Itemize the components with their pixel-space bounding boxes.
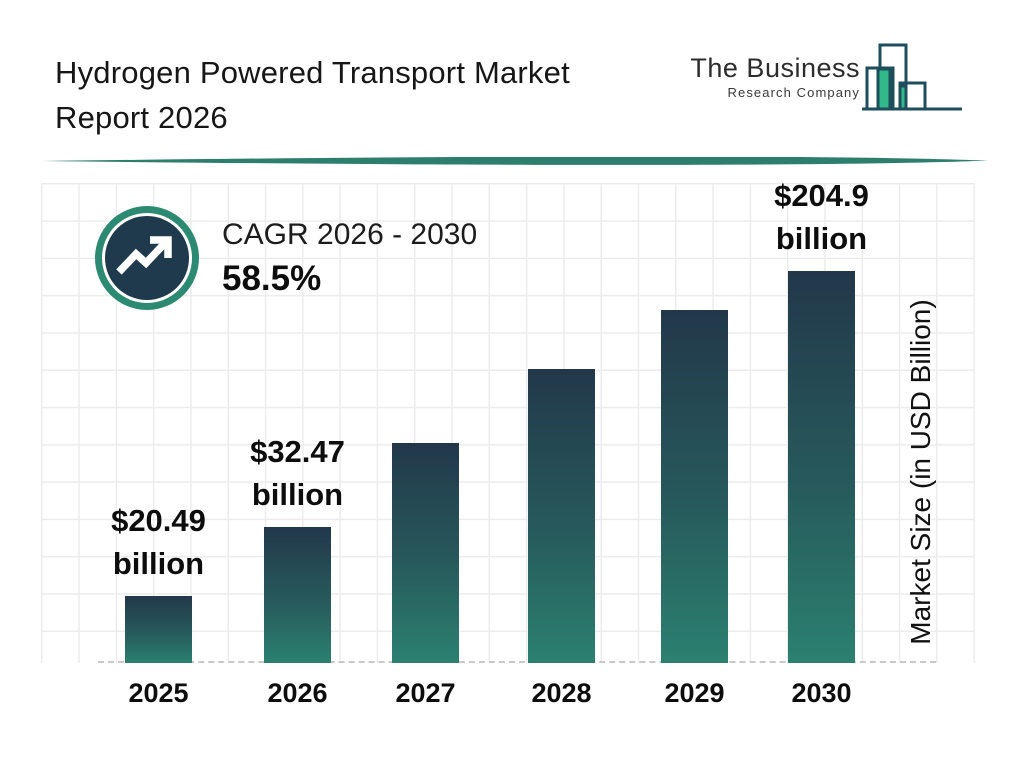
bar-value-unit: billion: [775, 221, 868, 256]
bar-2026: [264, 527, 331, 663]
bar-value-amount: $20.49: [111, 503, 206, 538]
bar-buildings-logo-icon: [862, 43, 962, 111]
x-tick-label-2030: 2030: [791, 678, 852, 708]
company-logo-text: The Business Research Company: [690, 53, 860, 114]
logo-name: The Business: [690, 53, 860, 83]
bar-value-unit: billion: [251, 477, 344, 512]
x-axis-baseline: [98, 661, 936, 663]
x-tick-label-2025: 2025: [128, 678, 189, 708]
x-tick-label-2026: 2026: [267, 678, 328, 708]
bar-2025: [125, 596, 192, 663]
company-logo: The Business Research Company: [690, 42, 964, 114]
logo-subtitle: Research Company: [727, 85, 860, 100]
page-title-line1: Hydrogen Powered Transport Market: [55, 55, 570, 90]
trending-up-icon: [95, 206, 199, 310]
bar-value-amount: $32.47: [250, 434, 345, 469]
page-title: Hydrogen Powered Transport Market Report…: [55, 50, 715, 140]
bar-value-amount: $204.9: [774, 178, 869, 213]
bar-2030: [788, 271, 855, 663]
cagr-label: CAGR 2026 - 2030: [222, 217, 478, 251]
cagr-text-block: CAGR 2026 - 2030 58.5%: [222, 218, 477, 299]
cagr-value: 58.5%: [222, 258, 322, 298]
bar-value-label-2030: $204.9 billion: [737, 174, 907, 260]
bar-value-label-2025: $20.49 billion: [74, 499, 244, 585]
bar-value-label-2026: $32.47 billion: [213, 430, 383, 516]
bar-2027: [392, 443, 459, 663]
x-tick-label-2028: 2028: [531, 678, 592, 708]
cagr-callout: CAGR 2026 - 2030 58.5%: [92, 203, 477, 313]
divider-line: [42, 157, 988, 165]
bar-2028: [528, 369, 595, 663]
y-axis-label: Market Size (in USD Billion): [905, 299, 936, 645]
x-tick-label-2027: 2027: [395, 678, 456, 708]
bar-value-unit: billion: [112, 546, 205, 581]
x-tick-label-2029: 2029: [664, 678, 725, 708]
bar-2029: [661, 310, 728, 663]
page-title-line2: Report 2026: [55, 100, 228, 135]
